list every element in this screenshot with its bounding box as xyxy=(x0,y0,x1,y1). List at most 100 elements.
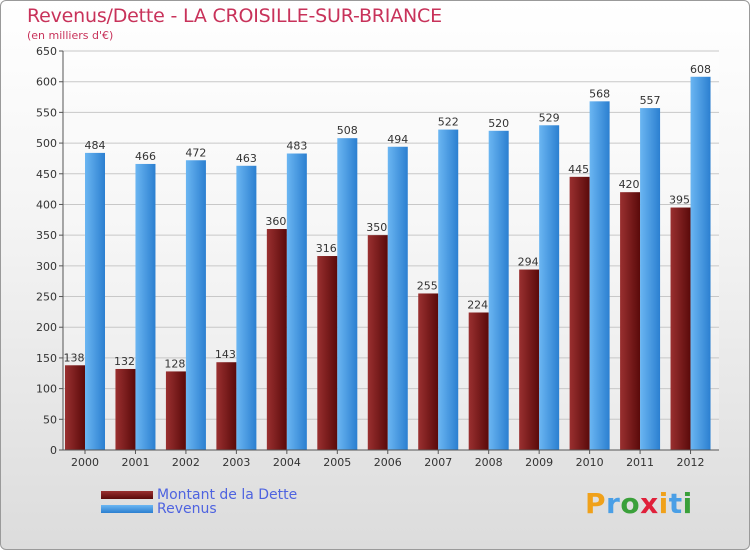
logo-letter: P xyxy=(585,487,607,520)
logo-letter: r xyxy=(606,487,621,520)
data-label-debt: 316 xyxy=(316,242,337,255)
bar-debt xyxy=(418,293,439,450)
y-tick-label: 200 xyxy=(36,321,57,334)
bar-revenus xyxy=(438,129,459,450)
y-tick-label: 50 xyxy=(43,413,57,426)
bar-debt xyxy=(165,371,186,450)
bar-debt xyxy=(367,235,388,450)
y-tick-label: 350 xyxy=(36,229,57,242)
chart-subtitle: (en milliers d'€) xyxy=(27,29,114,42)
data-label-debt: 445 xyxy=(568,163,589,176)
bar-revenus xyxy=(589,101,610,450)
y-tick-label: 0 xyxy=(50,444,57,457)
logo-letter: o xyxy=(620,487,641,520)
y-tick-label: 450 xyxy=(36,168,57,181)
bar-debt xyxy=(115,368,136,450)
legend-item-debt: Montant de la Dette xyxy=(101,487,298,503)
data-label-debt: 360 xyxy=(265,215,286,228)
x-tick-label: 2001 xyxy=(121,456,149,469)
bar-debt xyxy=(65,365,85,450)
proxiti-logo: Proxiti xyxy=(585,487,693,520)
x-tick-label: 2009 xyxy=(525,456,553,469)
data-label-revenus: 568 xyxy=(589,87,610,100)
bar-revenus xyxy=(85,152,105,450)
data-label-revenus: 608 xyxy=(690,63,711,76)
data-label-debt: 294 xyxy=(518,256,539,269)
x-tick-label: 2002 xyxy=(172,456,200,469)
bar-debt xyxy=(317,256,338,450)
data-label-debt: 255 xyxy=(417,279,438,292)
data-label-revenus: 472 xyxy=(185,146,206,159)
logo-letter: x xyxy=(640,487,659,520)
legend-label-debt: Montant de la Dette xyxy=(157,487,298,503)
logo-letter: i xyxy=(682,487,693,520)
x-tick-label: 2003 xyxy=(222,456,250,469)
bar-revenus xyxy=(488,130,509,451)
x-tick-label: 2007 xyxy=(424,456,452,469)
y-tick-label: 300 xyxy=(36,260,57,273)
legend-swatch-revenus xyxy=(101,505,153,513)
data-label-revenus: 520 xyxy=(488,117,509,130)
bar-debt xyxy=(569,176,590,451)
data-label-revenus: 484 xyxy=(85,139,106,152)
data-label-debt: 224 xyxy=(467,298,488,311)
logo-letter: t xyxy=(668,487,683,520)
bar-revenus xyxy=(185,160,206,450)
logo-letter: i xyxy=(658,487,669,520)
x-axis: 2000 2001 2002 2003 2004 2005 2006 2007 2008 2009… xyxy=(63,449,719,469)
y-tick-label: 250 xyxy=(36,291,57,304)
data-label-debt: 128 xyxy=(164,357,185,370)
y-tick-label: 150 xyxy=(36,352,57,365)
bar-debt xyxy=(216,362,237,450)
bar-debt xyxy=(266,229,287,450)
legend-swatch-debt xyxy=(101,491,153,499)
data-label-revenus: 483 xyxy=(286,140,307,153)
data-label-debt: 132 xyxy=(114,355,135,368)
bar-debt xyxy=(468,312,489,450)
x-tick-label: 2008 xyxy=(475,456,503,469)
data-label-revenus: 557 xyxy=(640,94,661,107)
bar-revenus xyxy=(539,125,560,450)
data-label-revenus: 466 xyxy=(135,150,156,163)
x-tick-label: 2006 xyxy=(374,456,402,469)
data-label-debt: 143 xyxy=(215,348,236,361)
x-tick-label: 2000 xyxy=(71,456,99,469)
y-tick-label: 100 xyxy=(36,383,57,396)
bar-debt xyxy=(620,192,641,450)
bar-revenus xyxy=(135,163,156,450)
data-label-revenus: 522 xyxy=(438,116,459,129)
data-label-revenus: 494 xyxy=(387,133,408,146)
legend-item-revenus: Revenus xyxy=(101,501,217,517)
x-tick-label: 2005 xyxy=(323,456,351,469)
data-label-revenus: 463 xyxy=(236,152,257,165)
y-tick-label: 650 xyxy=(36,45,57,58)
chart-title: Revenus/Dette - LA CROISILLE-SUR-BRIANCE xyxy=(27,5,442,27)
bar-revenus xyxy=(286,153,307,450)
x-tick-label: 2010 xyxy=(576,456,604,469)
bar-revenus xyxy=(640,108,661,450)
bar-revenus xyxy=(236,165,257,450)
bar-debt xyxy=(519,269,540,450)
y-tick-label: 500 xyxy=(36,137,57,150)
data-label-revenus: 529 xyxy=(539,111,560,124)
data-labels: 138 484 132 466 128 472 143 463 360 483 316 508 350 4… xyxy=(64,63,712,371)
bar-debt xyxy=(670,207,691,450)
bar-revenus xyxy=(387,146,408,450)
data-label-revenus: 508 xyxy=(337,124,358,137)
data-label-debt: 420 xyxy=(619,178,640,191)
data-label-debt: 395 xyxy=(669,194,690,207)
data-label-debt: 138 xyxy=(64,351,85,364)
x-tick-label: 2004 xyxy=(273,456,301,469)
y-tick-label: 600 xyxy=(36,76,57,89)
y-axis: 0 50 100 150 200 250 300 350 400 450 500 550 600 650 xyxy=(36,45,64,457)
y-tick-label: 400 xyxy=(36,198,57,211)
data-label-debt: 350 xyxy=(366,221,387,234)
bar-revenus xyxy=(690,76,711,450)
x-tick-label: 2011 xyxy=(626,456,654,469)
y-tick-label: 550 xyxy=(36,106,57,119)
bar-revenus xyxy=(337,138,358,451)
legend-label-revenus: Revenus xyxy=(157,501,217,517)
x-tick-label: 2012 xyxy=(677,456,705,469)
